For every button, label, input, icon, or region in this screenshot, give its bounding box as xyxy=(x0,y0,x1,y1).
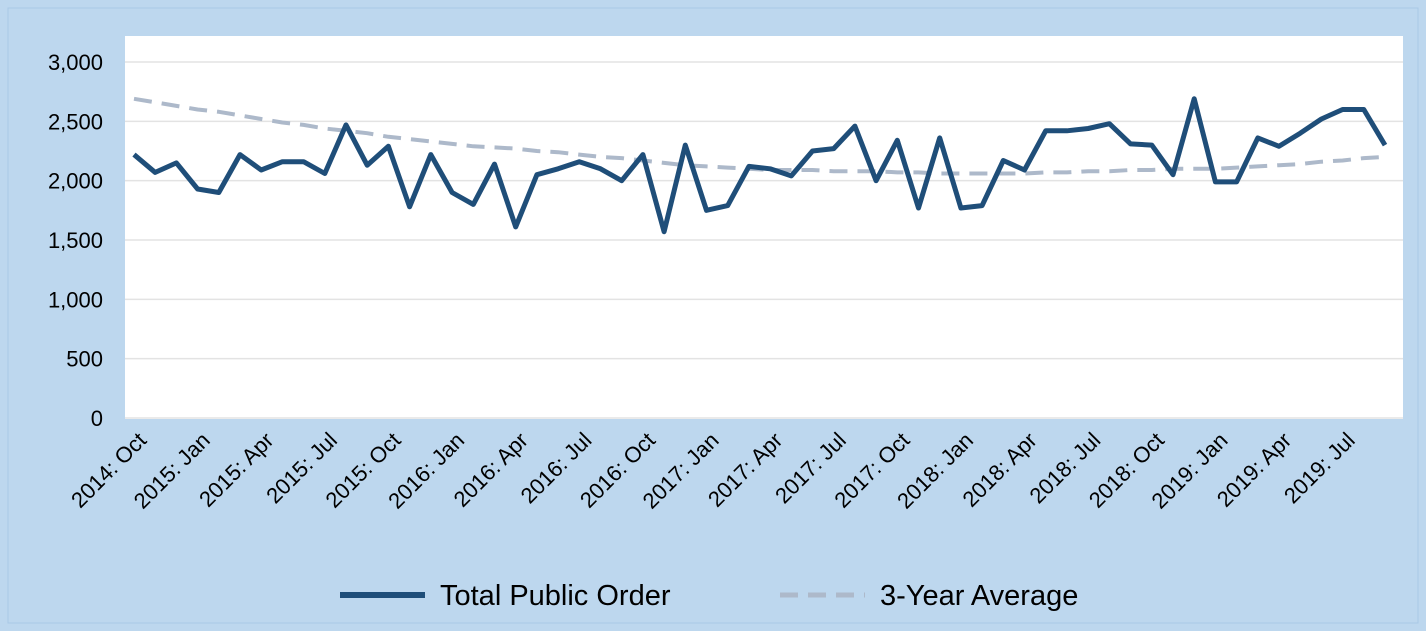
y-tick-label: 1,000 xyxy=(48,287,103,312)
y-tick-label: 0 xyxy=(91,406,103,431)
y-tick-label: 3,000 xyxy=(48,50,103,75)
y-tick-label: 2,000 xyxy=(48,169,103,194)
plot-area xyxy=(125,36,1403,419)
legend-label: Total Public Order xyxy=(440,580,671,612)
series-line xyxy=(132,96,1388,235)
y-tick-label: 1,500 xyxy=(48,228,103,253)
y-tick-label: 2,500 xyxy=(48,109,103,134)
y-tick-label: 500 xyxy=(66,347,103,372)
legend-label: 3-Year Average xyxy=(880,580,1078,612)
